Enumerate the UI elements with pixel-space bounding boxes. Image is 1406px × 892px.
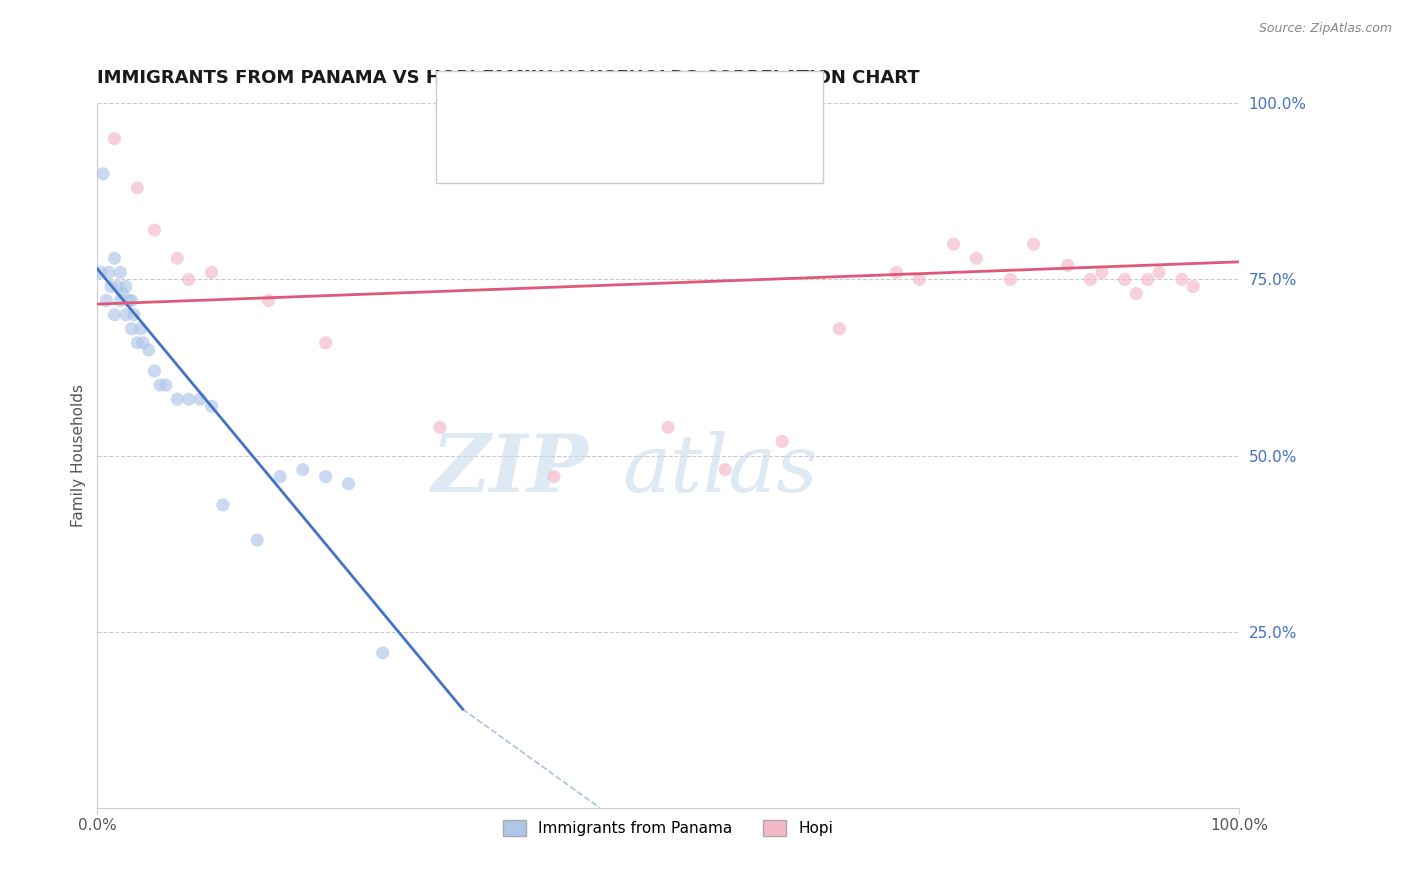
Point	[828, 322, 851, 336]
Point	[1125, 286, 1147, 301]
Text: N =: N =	[636, 92, 672, 110]
Point	[127, 181, 149, 195]
Point	[315, 335, 337, 350]
Point	[200, 265, 222, 279]
Point	[188, 392, 211, 407]
Point	[543, 469, 565, 483]
Point	[155, 378, 177, 392]
Point	[121, 322, 143, 336]
Point	[337, 476, 360, 491]
Point	[129, 322, 152, 336]
Point	[942, 237, 965, 252]
Point	[886, 265, 908, 279]
Point	[200, 399, 222, 413]
Point	[143, 223, 166, 237]
Point	[657, 420, 679, 434]
Point	[100, 279, 122, 293]
Point	[118, 293, 141, 308]
Point	[1136, 272, 1159, 286]
Point	[115, 279, 138, 293]
Point	[149, 378, 172, 392]
Point	[103, 252, 125, 266]
Text: N =: N =	[636, 140, 672, 158]
Point	[212, 498, 235, 512]
Point	[770, 434, 793, 449]
Point	[97, 265, 120, 279]
Point	[1182, 279, 1205, 293]
Text: 0.118: 0.118	[548, 140, 600, 158]
Point	[107, 279, 129, 293]
Point	[91, 167, 114, 181]
Text: IMMIGRANTS FROM PANAMA VS HOPI FAMILY HOUSEHOLDS CORRELATION CHART: IMMIGRANTS FROM PANAMA VS HOPI FAMILY HO…	[97, 69, 920, 87]
Point	[1022, 237, 1045, 252]
Point	[127, 335, 149, 350]
Text: ZIP: ZIP	[432, 431, 588, 508]
Point	[246, 533, 269, 547]
Text: R =: R =	[502, 92, 538, 110]
Point	[103, 131, 125, 145]
Point	[138, 343, 160, 357]
Point	[1091, 265, 1114, 279]
Point	[177, 392, 200, 407]
Point	[166, 392, 188, 407]
Point	[965, 252, 987, 266]
Point	[429, 420, 451, 434]
Point	[315, 469, 337, 483]
Y-axis label: Family Households: Family Households	[72, 384, 86, 527]
Point	[166, 252, 188, 266]
Point	[1171, 272, 1194, 286]
Point	[257, 293, 280, 308]
Point	[103, 308, 125, 322]
Point	[108, 293, 131, 308]
Point	[122, 308, 145, 322]
Point	[177, 272, 200, 286]
Point	[1056, 258, 1078, 272]
Text: 35: 35	[678, 92, 700, 110]
Point	[115, 308, 138, 322]
Point	[1080, 272, 1102, 286]
Point	[908, 272, 931, 286]
Point	[90, 265, 112, 279]
Point	[1147, 265, 1170, 279]
Text: Source: ZipAtlas.com: Source: ZipAtlas.com	[1258, 22, 1392, 36]
Point	[291, 463, 314, 477]
Point	[714, 463, 737, 477]
Point	[371, 646, 394, 660]
Text: -0.660: -0.660	[548, 92, 607, 110]
Point	[143, 364, 166, 378]
Point	[1000, 272, 1022, 286]
Text: atlas: atlas	[623, 431, 818, 508]
Point	[132, 335, 155, 350]
Point	[108, 265, 131, 279]
Legend: Immigrants from Panama, Hopi: Immigrants from Panama, Hopi	[498, 814, 839, 842]
Text: R =: R =	[502, 140, 543, 158]
Text: 29: 29	[678, 140, 702, 158]
Point	[1114, 272, 1136, 286]
Point	[111, 286, 134, 301]
Point	[269, 469, 291, 483]
Point	[96, 293, 118, 308]
Point	[121, 293, 143, 308]
